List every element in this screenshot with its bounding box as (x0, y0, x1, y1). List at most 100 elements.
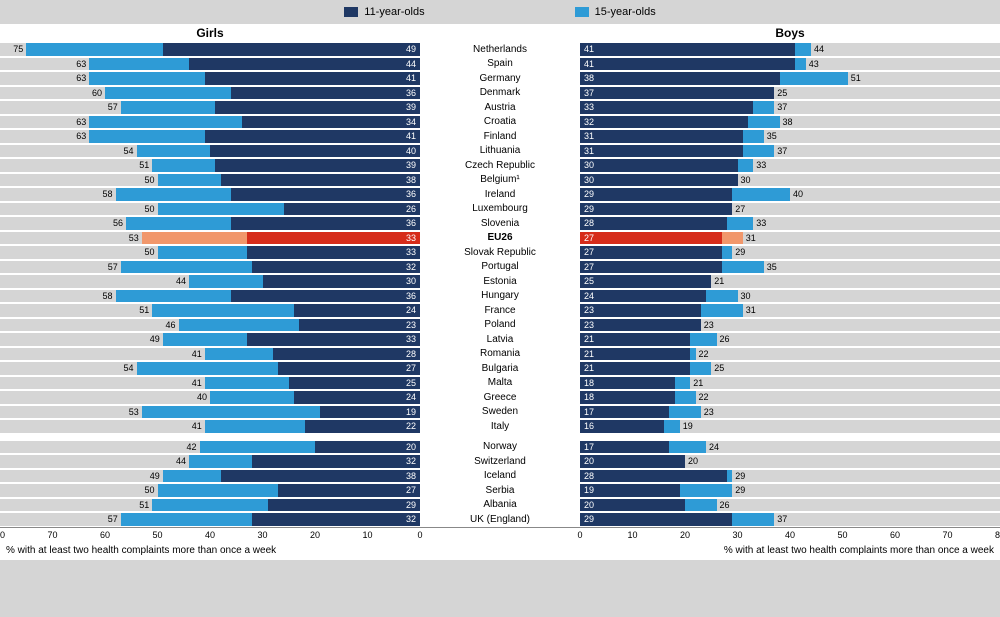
bar-girls-11 (289, 377, 420, 390)
girls-panel: 40 54 (0, 144, 420, 159)
girls-panel: 3350 (0, 245, 420, 260)
boys-panel: 2927 (580, 202, 1000, 217)
boys-panel: 1724 (580, 440, 1000, 455)
boys-panel: 2323 (580, 318, 1000, 333)
bar-girls-11 (268, 499, 420, 512)
tick: 60 (100, 530, 110, 540)
data-row: 4163Finland3135 (0, 129, 1000, 144)
track: 3337 (580, 101, 1000, 114)
girls-panel: 3850 (0, 173, 420, 188)
label-girls-15: 40 (197, 392, 207, 402)
bar-girls-11 (231, 87, 420, 100)
track: 3238 (580, 116, 1000, 129)
girls-panel: 3957 (0, 100, 420, 115)
label-girls-11: 24 (406, 305, 416, 315)
label-boys-11: 23 (584, 305, 594, 315)
label-boys-15: 26 (720, 500, 730, 510)
boys-panel: 2126 (580, 332, 1000, 347)
data-row: 2750Serbia1929 (0, 483, 1000, 498)
girls-panel: 2750 (0, 483, 420, 498)
boys-panel: 4144 (580, 42, 1000, 57)
label-girls-11: 19 (406, 407, 416, 417)
track: 1929 (580, 484, 1000, 497)
bar-girls-11 (252, 261, 420, 274)
label-boys-11: 20 (584, 500, 594, 510)
country-label: Germany (420, 73, 580, 84)
boys-panel: 2026 (580, 498, 1000, 513)
country-label: Romania (420, 348, 580, 359)
label-boys-15: 51 (851, 73, 861, 83)
axis-titles: % with at least two health complaints mo… (0, 545, 1000, 560)
track: 2750 (0, 484, 420, 497)
label-girls-11: 40 (406, 146, 416, 156)
legend: 11-year-olds 15-year-olds (0, 0, 1000, 24)
girls-panel: 24 51 (0, 303, 420, 318)
boys-panel: 1821 (580, 376, 1000, 391)
track: 3658 (0, 188, 420, 201)
label-girls-15: 51 (139, 160, 149, 170)
label-boys-11: 20 (584, 456, 594, 466)
track: 3725 (580, 87, 1000, 100)
data-row: 2440Greece1822 (0, 390, 1000, 405)
boys-panel: 2122 (580, 347, 1000, 362)
label-boys-15: 31 (746, 305, 756, 315)
country-label: Poland (420, 319, 580, 330)
bar-girls-11 (252, 455, 420, 468)
girls-panel: 3951 (0, 158, 420, 173)
data-row: 3849Iceland2829 (0, 469, 1000, 484)
label-boys-11: 23 (584, 320, 594, 330)
bar-boys-11 (580, 246, 722, 259)
label-boys-15: 38 (783, 117, 793, 127)
label-boys-15: 22 (699, 349, 709, 359)
track: 2430 (580, 290, 1000, 303)
label-boys-11: 41 (584, 44, 594, 54)
country-label: Lithuania (420, 145, 580, 156)
track: 3957 (0, 101, 420, 114)
label-girls-15: 57 (108, 262, 118, 272)
legend-label-11: 11-year-olds (364, 6, 424, 18)
bar-boys-11 (580, 58, 795, 71)
track: 3137 (580, 145, 1000, 158)
tick: 60 (890, 530, 900, 540)
label-boys-11: 31 (584, 146, 594, 156)
label-girls-15: 51 (139, 305, 149, 315)
label-boys-11: 21 (584, 363, 594, 373)
label-girls-11: 29 (406, 500, 416, 510)
bar-boys-11 (580, 470, 727, 483)
label-girls-15: 50 (144, 175, 154, 185)
country-label: Spain (420, 58, 580, 69)
data-row: 2541Malta1821 (0, 376, 1000, 391)
data-row: 3350Slovak Republic2729 (0, 245, 1000, 260)
boys-panel: 2125 (580, 361, 1000, 376)
track: 1821 (580, 377, 1000, 390)
country-label: Italy (420, 421, 580, 432)
bar-boys-11 (580, 261, 722, 274)
tick: 80 (995, 530, 1000, 540)
boys-panel: 2731 (580, 231, 1000, 246)
bar-girls-11 (305, 420, 421, 433)
label-girls-11: 30 (406, 276, 416, 286)
country-label: Malta (420, 377, 580, 388)
country-label: Iceland (420, 470, 580, 481)
track: 1724 (580, 441, 1000, 454)
bar-boys-11 (580, 484, 680, 497)
label-boys-11: 21 (584, 334, 594, 344)
bar-boys-11 (580, 499, 685, 512)
boys-panel: 2940 (580, 187, 1000, 202)
data-row: 4163Germany3851 (0, 71, 1000, 86)
country-label: Finland (420, 131, 580, 142)
track: 2841 (0, 348, 420, 361)
label-girls-15: 54 (123, 146, 133, 156)
data-row: 3850Belgium¹3030 (0, 173, 1000, 188)
label-boys-15: 21 (714, 276, 724, 286)
boys-panel: 1822 (580, 390, 1000, 405)
track: 2937 (580, 513, 1000, 526)
label-girls-15: 58 (102, 189, 112, 199)
country-label: Greece (420, 392, 580, 403)
label-boys-15: 29 (735, 471, 745, 481)
girls-panel: 4975 (0, 42, 420, 57)
country-label: Switzerland (420, 456, 580, 467)
tick: 30 (732, 530, 742, 540)
bar-girls-11 (273, 348, 420, 361)
bar-girls-11 (247, 232, 420, 245)
